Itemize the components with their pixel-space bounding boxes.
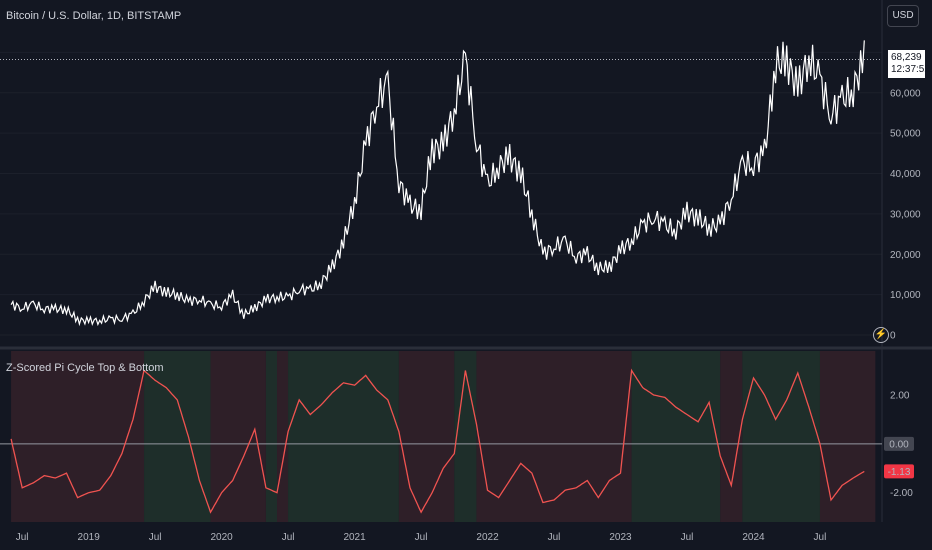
price-tick-label: 20,000: [890, 250, 921, 261]
indicator-title[interactable]: Z-Scored Pi Cycle Top & Bottom: [6, 362, 164, 374]
last-price-badge: 68,239 12:37:52: [887, 49, 930, 79]
indicator-axis-ticks: -2.00 2.00: [890, 390, 913, 499]
zone-bearish: [720, 351, 743, 522]
zone-bullish: [144, 351, 211, 522]
time-tick-label: Jul: [814, 532, 827, 543]
zone-bearish: [277, 351, 289, 522]
bar-countdown: 12:37:52: [891, 64, 930, 75]
time-tick-label: 2023: [609, 532, 632, 543]
time-tick-label: 2020: [210, 532, 233, 543]
time-tick-label: Jul: [149, 532, 162, 543]
time-tick-label: Jul: [415, 532, 428, 543]
price-tick-label: 10,000: [890, 290, 921, 301]
indicator-tick-label: 2.00: [890, 390, 910, 401]
price-tick-label: 40,000: [890, 169, 921, 180]
price-tick-label: 0: [890, 331, 896, 342]
zone-bullish: [631, 351, 721, 522]
time-tick-label: Jul: [16, 532, 29, 543]
time-tick-label: Jul: [681, 532, 694, 543]
zero-value-label: 0.00: [889, 439, 909, 450]
zone-bullish: [288, 351, 399, 522]
zone-bearish: [819, 351, 876, 522]
time-tick-label: Jul: [282, 532, 295, 543]
price-series-line: [10, 40, 865, 327]
time-axis-ticks: Jul 2019 Jul 2020 Jul 2021 Jul 2022 Jul 2023 Jul 20…: [16, 532, 827, 543]
currency-button[interactable]: USD: [887, 5, 919, 27]
indicator-tick-label: -2.00: [890, 488, 913, 499]
time-tick-label: Jul: [548, 532, 561, 543]
indicator-value-badge: -1.13: [884, 464, 914, 479]
zone-bullish: [265, 351, 278, 522]
zone-bearish: [476, 351, 632, 522]
time-tick-label: 2024: [742, 532, 765, 543]
time-tick-label: 2019: [78, 532, 101, 543]
indicator-value-label: -1.13: [888, 467, 911, 478]
grid: [0, 51, 882, 336]
zone-bearish: [398, 351, 455, 522]
price-tick-label: 30,000: [890, 209, 921, 220]
time-tick-label: 2022: [476, 532, 499, 543]
indicator-series-line: [10, 368, 865, 514]
last-price-value: 68,239: [891, 52, 922, 63]
price-tick-label: 60,000: [890, 88, 921, 99]
time-tick-label: 2021: [343, 532, 366, 543]
zone-bullish: [742, 351, 820, 522]
zone-bullish: [454, 351, 477, 522]
price-axis-ticks: 010,00020,00030,00040,00050,00060,00070,…: [890, 48, 921, 342]
lightning-icon[interactable]: ⚡: [873, 327, 889, 343]
chart-title: Bitcoin / U.S. Dollar, 1D, BITSTAMP: [6, 10, 181, 22]
zone-bearish: [11, 351, 145, 522]
zero-value-badge: 0.00: [884, 436, 914, 451]
price-tick-label: 50,000: [890, 129, 921, 140]
indicator-zones: [11, 351, 876, 522]
